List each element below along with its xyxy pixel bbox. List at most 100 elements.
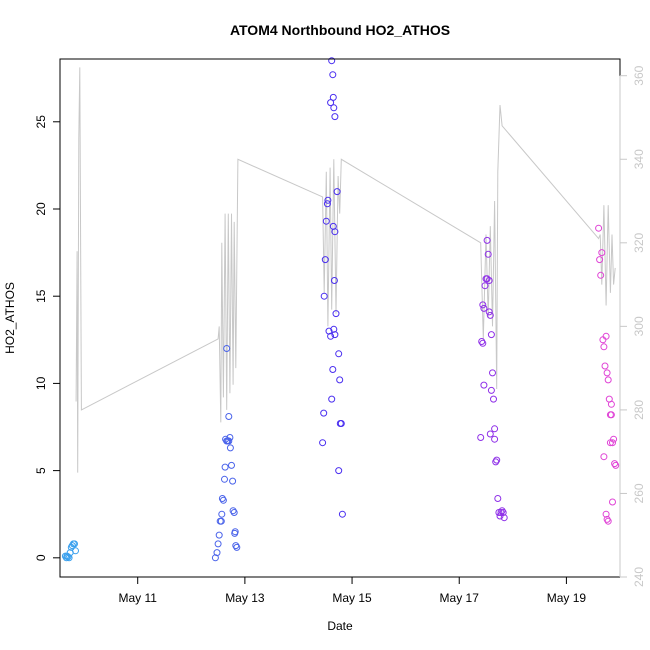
data-point	[72, 547, 79, 555]
data-point	[601, 362, 609, 370]
data-point	[603, 369, 611, 377]
secondary-series-line	[75, 67, 616, 473]
data-point	[71, 540, 78, 548]
data-point	[500, 514, 508, 522]
data-point	[213, 549, 221, 557]
x-tick-label: May 13	[225, 591, 265, 605]
data-point	[338, 510, 346, 518]
data-point	[493, 456, 501, 464]
data-point	[229, 507, 237, 515]
data-point	[479, 339, 487, 347]
chart-title: ATOM4 Northbound HO2_ATHOS	[230, 22, 450, 38]
data-point	[331, 331, 339, 339]
data-point	[483, 275, 491, 283]
data-point	[328, 57, 336, 65]
data-point	[600, 453, 608, 461]
y2-tick-label: 300	[632, 316, 646, 336]
y2-tick-label: 360	[632, 65, 646, 85]
data-point	[607, 411, 615, 419]
data-point	[320, 409, 328, 417]
data-point	[333, 188, 341, 196]
data-point	[221, 463, 229, 471]
data-point	[323, 200, 331, 208]
data-point	[598, 249, 606, 257]
data-point	[329, 71, 337, 79]
data-point	[329, 93, 337, 101]
x-axis-label: Date	[327, 619, 353, 633]
data-point	[596, 256, 604, 264]
data-point	[214, 540, 222, 548]
data-point	[324, 196, 332, 204]
data-point	[217, 517, 225, 525]
data-point	[494, 495, 502, 502]
data-point	[498, 507, 506, 515]
data-point	[215, 531, 223, 539]
data-point	[595, 224, 603, 232]
data-point	[484, 250, 492, 258]
data-point	[335, 350, 343, 358]
data-point	[331, 228, 339, 236]
data-point	[607, 400, 615, 408]
data-point	[331, 113, 339, 121]
data-point	[487, 331, 495, 339]
y-tick-label: 15	[34, 289, 48, 303]
data-point	[606, 439, 614, 447]
data-point	[321, 256, 329, 264]
data-point	[319, 439, 327, 447]
secondary-line-layer	[75, 67, 616, 473]
data-point	[490, 395, 497, 403]
data-point	[330, 104, 338, 112]
data-point	[225, 437, 233, 445]
data-point	[228, 461, 235, 469]
y-tick-label: 0	[34, 554, 48, 561]
data-point	[225, 413, 233, 420]
y2-tick-label: 260	[632, 483, 646, 503]
data-point	[337, 420, 345, 427]
data-point	[480, 304, 488, 312]
y-tick-label: 5	[34, 467, 48, 474]
data-point	[229, 477, 237, 485]
x-tick-label: May 11	[118, 591, 157, 605]
data-point	[600, 343, 608, 351]
x-tick-label: May 19	[547, 591, 587, 605]
data-point	[491, 435, 499, 443]
data-point	[329, 366, 337, 373]
x-axis: May 11 May 13 May 15 May 17 May 19	[118, 576, 587, 605]
data-point	[609, 439, 616, 447]
data-point	[233, 543, 241, 551]
data-point	[327, 332, 335, 340]
data-point	[611, 460, 619, 468]
data-point	[604, 376, 612, 384]
data-point	[481, 282, 489, 290]
data-point	[609, 498, 616, 506]
data-point	[612, 461, 620, 469]
data-point	[479, 301, 487, 309]
data-point	[602, 332, 610, 340]
data-point	[335, 467, 343, 475]
y2-tick-label: 340	[632, 149, 646, 169]
data-point	[497, 509, 505, 516]
y-tick-label: 10	[34, 376, 48, 390]
data-point	[226, 444, 234, 452]
data-point	[330, 325, 338, 333]
data-point	[603, 515, 611, 523]
data-point	[230, 509, 238, 516]
y-axis-right: 240 260 280 300 320 340 360	[619, 65, 646, 587]
data-point	[480, 381, 488, 389]
data-point	[499, 509, 507, 516]
data-point	[486, 430, 494, 438]
data-point	[226, 434, 234, 441]
y2-tick-label: 280	[632, 400, 646, 420]
data-points-layer	[61, 57, 620, 562]
y-tick-label: 25	[34, 115, 48, 129]
data-point	[221, 475, 228, 483]
data-point	[64, 553, 72, 561]
data-point	[487, 386, 495, 394]
data-point	[68, 542, 76, 550]
data-point	[320, 292, 328, 300]
data-point	[485, 308, 493, 316]
data-point	[491, 425, 499, 433]
data-point	[330, 277, 338, 284]
data-point	[604, 517, 612, 525]
